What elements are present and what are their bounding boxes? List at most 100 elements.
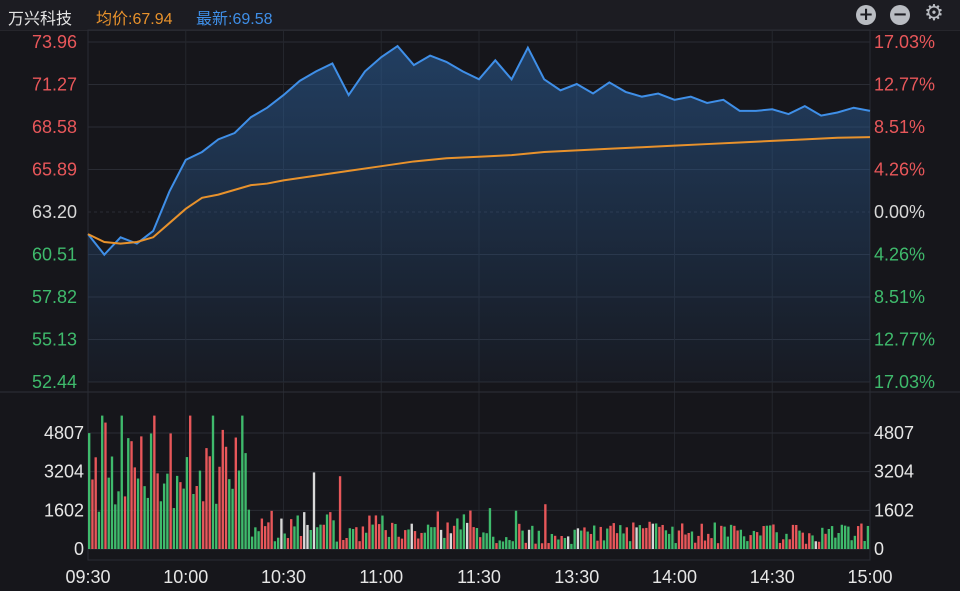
volume-bar xyxy=(821,527,824,549)
last-price-label: 最新:69.58 xyxy=(196,11,273,28)
volume-bar xyxy=(335,541,338,549)
volume-bar xyxy=(681,523,684,549)
volume-bar xyxy=(622,533,625,549)
volume-tick-label-right: 1602 xyxy=(874,500,914,520)
volume-bar xyxy=(136,478,140,549)
volume-bar xyxy=(635,527,638,549)
volume-bar xyxy=(853,535,857,549)
volume-bar xyxy=(856,526,860,549)
volume-bar xyxy=(140,436,143,549)
x-tick-label: 11:30 xyxy=(457,567,501,587)
volume-bar xyxy=(319,524,322,549)
volume-bar xyxy=(834,537,837,549)
volume-bar xyxy=(299,535,303,549)
volume-bar xyxy=(228,479,231,549)
y-tick-label: 71.27 xyxy=(32,75,77,95)
volume-bar xyxy=(192,493,195,549)
volume-bar xyxy=(596,540,599,549)
volume-bar xyxy=(465,522,469,549)
volume-bar xyxy=(589,533,593,549)
volume-bar xyxy=(479,537,482,549)
volume-bar xyxy=(632,522,635,549)
y-tick-label: 52.44 xyxy=(32,372,77,392)
y-tick-label: 73.96 xyxy=(32,32,77,52)
volume-bar xyxy=(488,508,492,549)
volume-bar xyxy=(531,525,534,549)
x-tick-label: 11:00 xyxy=(359,567,403,587)
volume-tick-label: 3204 xyxy=(44,462,84,482)
volume-bar xyxy=(495,543,498,549)
volume-bar xyxy=(237,470,241,549)
pct-tick-label: 17.03% xyxy=(874,372,935,392)
volume-bar xyxy=(824,533,827,549)
volume-bar xyxy=(381,515,384,549)
volume-bar xyxy=(811,535,814,549)
volume-bar xyxy=(270,510,273,549)
volume-tick-label-right: 0 xyxy=(874,539,884,559)
volume-bar xyxy=(580,530,583,549)
volume-bar xyxy=(772,524,775,549)
volume-bar xyxy=(384,530,387,549)
volume-bar xyxy=(387,536,391,549)
volume-bar xyxy=(508,540,511,549)
volume-bar xyxy=(400,538,404,549)
volume-bar xyxy=(801,532,804,549)
volume-bar xyxy=(407,529,410,549)
volume-bar xyxy=(547,543,550,549)
volume-bar xyxy=(342,539,345,549)
volume-bar xyxy=(612,523,615,549)
volume-bar xyxy=(364,532,368,549)
volume-bar xyxy=(726,536,729,549)
price-area xyxy=(88,46,870,382)
volume-bar xyxy=(296,515,299,549)
volume-bar xyxy=(211,415,215,549)
volume-bar xyxy=(791,524,795,549)
volume-bar xyxy=(202,501,205,549)
volume-bar xyxy=(492,536,495,549)
volume-tick-label-right: 4807 xyxy=(874,423,914,443)
x-tick-label: 14:00 xyxy=(652,567,697,587)
volume-bar xyxy=(348,528,352,549)
volume-bar xyxy=(312,472,316,549)
volume-bar xyxy=(863,541,866,549)
volume-bar xyxy=(426,524,430,549)
y-tick-label: 55.13 xyxy=(32,330,77,350)
volume-bar xyxy=(560,536,563,549)
volume-bar xyxy=(684,534,687,549)
volume-bar xyxy=(303,512,306,549)
volume-bar xyxy=(276,537,280,549)
volume-bar xyxy=(94,457,97,549)
volume-bar xyxy=(260,518,264,549)
volume-bar xyxy=(527,529,531,549)
volume-bar xyxy=(224,446,228,549)
plus-circle-icon[interactable]: + xyxy=(856,5,876,25)
volume-bar xyxy=(511,541,514,549)
average-price-line xyxy=(87,136,871,245)
volume-bar xyxy=(231,488,234,549)
volume-bar xyxy=(804,543,808,549)
volume-bar xyxy=(768,525,772,549)
x-tick-label: 13:30 xyxy=(554,567,599,587)
volume-bar xyxy=(573,529,576,549)
volume-bar xyxy=(814,541,817,549)
volume-bar xyxy=(355,527,358,549)
volume-bar xyxy=(733,525,736,549)
volume-bar xyxy=(286,538,290,549)
volume-bar xyxy=(110,456,114,549)
x-tick-label: 14:30 xyxy=(750,567,795,587)
volume-bar xyxy=(537,530,541,549)
volume-bar xyxy=(586,531,589,549)
volume-bar xyxy=(104,422,107,549)
volume-bar xyxy=(273,541,277,549)
volume-bar xyxy=(413,531,417,549)
pct-tick-label: 4.26% xyxy=(874,245,925,265)
volume-bar xyxy=(840,524,844,549)
minus-circle-icon[interactable]: − xyxy=(890,5,910,25)
gear-icon[interactable]: ⚙ xyxy=(924,1,944,26)
volume-bar xyxy=(267,522,270,549)
volume-bar xyxy=(166,473,169,549)
volume-bar xyxy=(162,483,166,549)
stock-name: 万兴科技 xyxy=(8,11,73,28)
volume-bar xyxy=(651,523,655,549)
volume-bar xyxy=(658,526,661,549)
